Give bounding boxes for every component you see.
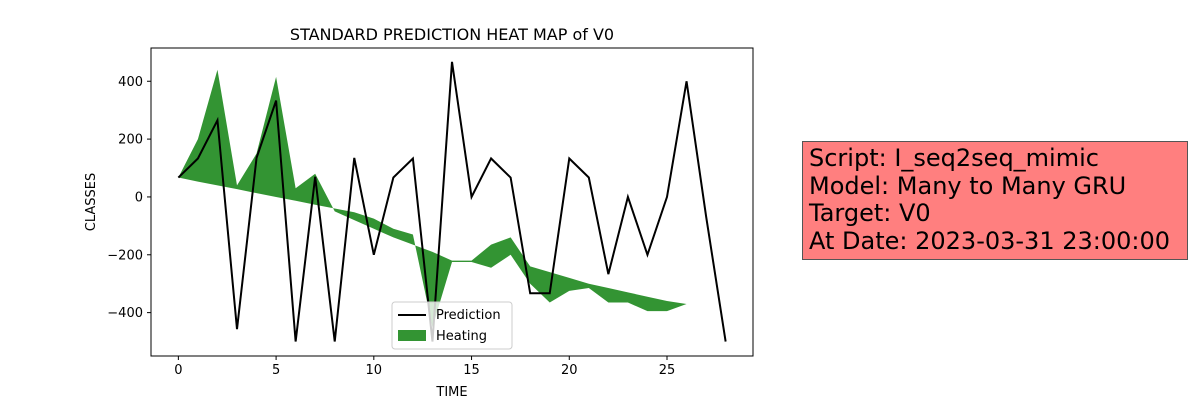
info-box: Script: I_seq2seq_mimic Model: Many to M…: [802, 141, 1188, 260]
y-tick-label: 400: [118, 75, 143, 90]
y-tick-label: 0: [135, 190, 143, 205]
y-axis: −400 −200 0 200 400: [107, 75, 151, 321]
x-tick-label: 5: [272, 363, 280, 378]
legend: Prediction Heating: [391, 301, 513, 350]
x-tick-label: 0: [174, 363, 182, 378]
y-tick-label: −200: [107, 248, 143, 263]
legend-heating-label: Heating: [436, 329, 487, 344]
info-target-line: Target: V0: [809, 199, 931, 227]
x-tick-label: 25: [659, 363, 676, 378]
plot-frame: [150, 47, 754, 357]
x-tick-label: 15: [463, 363, 480, 378]
chart-title: STANDARD PREDICTION HEAT MAP of V0: [290, 25, 614, 44]
y-tick-label: 200: [118, 133, 143, 148]
x-tick-label: 20: [561, 363, 578, 378]
prediction-line: [177, 61, 727, 342]
x-axis-title: TIME: [435, 385, 467, 400]
legend-heating-swatch: [398, 330, 426, 341]
heating-fill: [178, 69, 726, 328]
info-model-line: Model: Many to Many GRU: [809, 171, 1127, 200]
x-axis: 0 5 10 15 20 25: [174, 356, 675, 378]
heating-area: [178, 69, 726, 328]
y-tick-label: −400: [107, 306, 143, 321]
legend-prediction-label: Prediction: [436, 308, 501, 323]
info-date-line: At Date: 2023-03-31 23:00:00: [809, 226, 1171, 255]
y-axis-title: CLASSES: [84, 173, 99, 231]
x-tick-label: 10: [366, 363, 383, 378]
info-script-line: Script: I_seq2seq_mimic: [809, 144, 1099, 172]
prediction-line-layer: [177, 61, 727, 342]
